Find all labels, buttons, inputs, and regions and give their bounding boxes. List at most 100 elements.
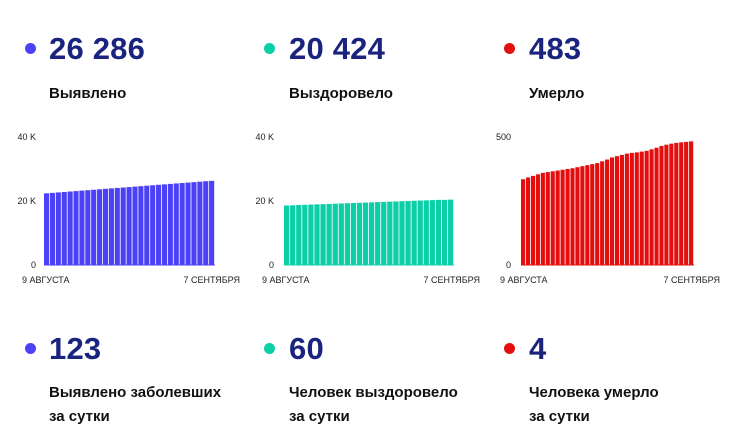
bar [674, 142, 679, 265]
bar [91, 189, 97, 265]
bar [619, 154, 624, 265]
bar [545, 172, 550, 265]
bar [605, 159, 610, 265]
deaths-total: 483 [529, 31, 582, 66]
x-end-label: 7 СЕНТЯБРЯ [423, 275, 480, 285]
y-tick-label: 0 [506, 260, 511, 270]
green-dot-icon [264, 43, 275, 54]
x-end-label: 7 СЕНТЯБРЯ [663, 275, 720, 285]
bar [79, 190, 85, 265]
bar [284, 205, 290, 265]
y-tick-label: 500 [496, 132, 511, 142]
bar [114, 187, 120, 265]
bar [302, 204, 308, 265]
bar [580, 166, 585, 265]
daily-confirmed-label-line1: Выявлено заболевших [49, 384, 222, 401]
bar [669, 143, 674, 265]
bar [49, 192, 55, 265]
bar [197, 181, 203, 265]
bar [624, 153, 629, 265]
bar [209, 180, 215, 265]
bar [629, 152, 634, 265]
bar [664, 144, 669, 265]
bar [654, 147, 659, 265]
bar [405, 201, 411, 265]
bar [61, 191, 67, 265]
bar [320, 204, 326, 265]
confirmed-total: 26 286 [49, 31, 146, 66]
bar [120, 187, 126, 265]
bar [590, 164, 595, 265]
daily-confirmed-label-line2: за сутки [49, 408, 110, 425]
recovered-label: Выздоровело [289, 85, 393, 102]
bar [167, 183, 173, 265]
bar [649, 149, 654, 265]
bar [530, 175, 536, 265]
x-end-label: 7 СЕНТЯБРЯ [183, 275, 240, 285]
daily-recovered-value: 60 [289, 331, 324, 366]
bar [614, 156, 620, 265]
bar [132, 186, 138, 265]
bar [185, 182, 191, 265]
bar [644, 150, 649, 265]
bar [179, 183, 185, 265]
bar [609, 157, 615, 265]
bar [332, 203, 338, 265]
bar [314, 204, 320, 265]
bar [679, 142, 684, 265]
y-tick-label: 40 K [17, 132, 36, 142]
bar [600, 161, 605, 265]
bar [161, 184, 168, 265]
bar [338, 203, 344, 265]
bar [290, 205, 296, 265]
bar [126, 187, 132, 265]
bar [535, 174, 540, 265]
bar [399, 201, 405, 265]
bar [555, 170, 560, 265]
bar [97, 189, 103, 265]
bar [387, 201, 393, 265]
daily-recovered-label-line2: за сутки [289, 408, 350, 425]
red-dot-icon [504, 343, 515, 354]
bar [411, 200, 417, 265]
bar [560, 169, 565, 265]
bar [150, 185, 156, 265]
bar [375, 202, 381, 265]
daily-deaths-label-line2: за сутки [529, 408, 590, 425]
bar [356, 202, 363, 265]
y-tick-label: 0 [269, 260, 274, 270]
bar [173, 183, 179, 265]
blue-dot-icon [25, 343, 36, 354]
bar [191, 182, 197, 265]
daily-confirmed-value: 123 [49, 331, 102, 366]
bar [393, 201, 399, 265]
bar [203, 181, 209, 265]
y-tick-label: 40 K [255, 132, 274, 142]
bar [550, 171, 555, 265]
bar [595, 163, 600, 265]
confirmed-label: Выявлено [49, 85, 127, 102]
bar [441, 199, 448, 265]
bar [381, 201, 387, 265]
daily-recovered-label-line1: Человек выздоровело [289, 384, 458, 401]
bar [634, 152, 639, 265]
bar [55, 192, 61, 265]
x-start-label: 9 АВГУСТА [262, 275, 310, 285]
bar [108, 188, 114, 265]
bar [344, 203, 350, 265]
bar [575, 167, 580, 265]
recovered-total: 20 424 [289, 31, 386, 66]
bar [44, 193, 50, 265]
bar [521, 179, 526, 265]
blue-dot-icon [25, 43, 36, 54]
bar [326, 203, 332, 265]
daily-deaths-value: 4 [529, 331, 547, 366]
bar [144, 185, 150, 265]
bar [585, 165, 590, 265]
recovered-chart: 40 K 20 K 0 9 АВГУСТА 7 СЕНТЯБРЯ [255, 132, 480, 285]
bar [423, 200, 429, 265]
bar [350, 203, 357, 265]
bar [308, 204, 314, 265]
y-tick-label: 20 K [255, 196, 274, 206]
green-dot-icon [264, 343, 275, 354]
